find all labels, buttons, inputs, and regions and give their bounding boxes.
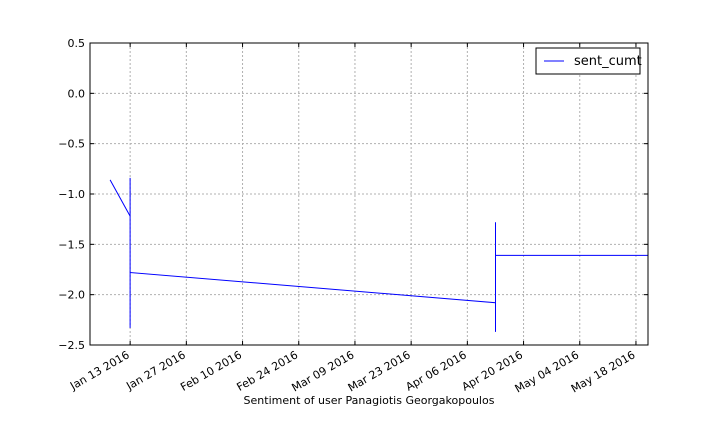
grid: [90, 42, 648, 346]
y-tick-label: −2.0: [58, 289, 85, 302]
x-tick-label: Apr 06 2016: [403, 348, 468, 393]
legend-label-sent-cumt: sent_cumt: [574, 54, 642, 69]
x-tick-label: Mar 23 2016: [346, 348, 413, 394]
x-tick-label: Feb 24 2016: [234, 348, 300, 393]
series-line-sent-cumt: [109, 177, 648, 332]
y-tick-label: 0.0: [68, 87, 86, 100]
y-tick-label: −2.5: [58, 339, 85, 352]
y-tick-label: 0.5: [68, 37, 86, 50]
y-tick-label: −0.5: [58, 138, 85, 151]
x-tick-label: May 18 2016: [569, 348, 638, 395]
x-tick-label: Mar 09 2016: [290, 348, 357, 394]
plot-frame: [89, 42, 649, 346]
x-tick-label: Feb 10 2016: [178, 348, 244, 393]
legend: sent_cumt: [535, 47, 642, 75]
x-tick-label: Jan 13 2016: [67, 348, 131, 393]
x-tick-label: Jan 27 2016: [123, 348, 187, 393]
y-tick-label: −1.0: [58, 188, 85, 201]
series-layer: [109, 177, 648, 332]
x-axis-label: Sentiment of user Panagiotis Georgakopou…: [244, 394, 495, 407]
y-tick-label: −1.5: [58, 238, 85, 251]
